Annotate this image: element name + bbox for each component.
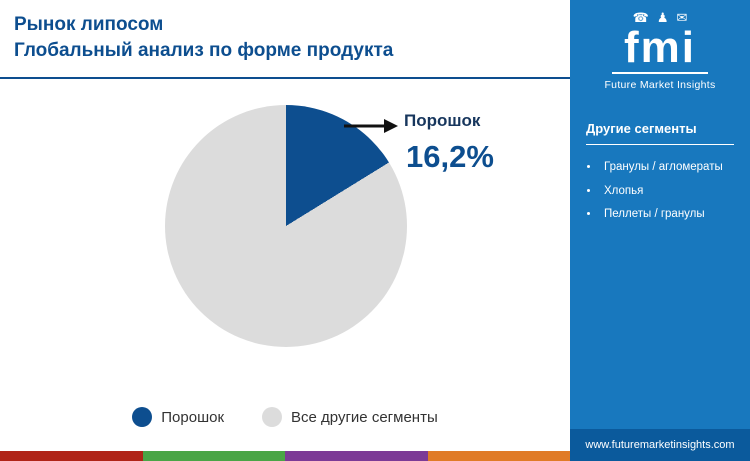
website-link[interactable]: www.futuremarketinsights.com xyxy=(570,429,750,461)
other-segments-list: Гранулы / агломераты Хлопья Пеллеты / гр… xyxy=(600,159,734,223)
fmi-logo: ☎ ♟ ✉ fmi Future Market Insights xyxy=(570,0,750,91)
logo-divider xyxy=(612,72,708,74)
stripe-segment-purple xyxy=(285,451,428,461)
logo-icons-row: ☎ ♟ ✉ xyxy=(570,10,750,26)
legend-item-others: Все другие сегменты xyxy=(262,407,438,427)
other-segments-section: Другие сегменты Гранулы / агломераты Хло… xyxy=(570,121,750,230)
stripe-segment-green xyxy=(142,451,285,461)
header: Рынок липосом Глобальный анализ по форме… xyxy=(0,0,570,80)
legend-swatch-others xyxy=(262,407,283,427)
list-item: Гранулы / агломераты xyxy=(600,159,734,176)
stripe-segment-orange xyxy=(427,451,570,461)
arrow-icon xyxy=(344,119,398,134)
sidebar: ☎ ♟ ✉ fmi Future Market Insights Другие … xyxy=(570,0,750,461)
footer-stripe xyxy=(0,451,570,461)
slice-annotation-label: Порошок xyxy=(404,111,481,131)
person-icon: ♟ xyxy=(656,10,669,25)
chart-legend: Порошок Все другие сегменты xyxy=(0,407,570,427)
sidebar-spacer xyxy=(570,230,750,429)
megaphone-icon: ✉ xyxy=(676,10,688,25)
legend-item-powder: Порошок xyxy=(132,407,224,427)
legend-label-powder: Порошок xyxy=(161,408,225,426)
slice-annotation-value: 16,2% xyxy=(406,139,494,175)
page-title-line1: Рынок липосом xyxy=(14,14,164,35)
page-title-line2: Глобальный анализ по форме продукта xyxy=(14,39,394,61)
legend-swatch-powder xyxy=(132,407,153,427)
main-panel: Рынок липосом Глобальный анализ по форме… xyxy=(0,0,570,461)
logo-subtext: Future Market Insights xyxy=(604,79,716,91)
pie-chart xyxy=(165,105,407,348)
other-segments-title: Другие сегменты xyxy=(586,121,734,145)
legend-label-others: Все другие сегменты xyxy=(291,408,438,426)
logo-text: fmi xyxy=(624,23,696,72)
chat-icon: ☎ xyxy=(632,10,649,25)
list-item: Хлопья xyxy=(600,183,734,200)
list-item: Пеллеты / гранулы xyxy=(600,206,734,223)
pie-chart-area: Порошок 16,2% xyxy=(0,79,570,379)
stripe-segment-red xyxy=(0,451,143,461)
